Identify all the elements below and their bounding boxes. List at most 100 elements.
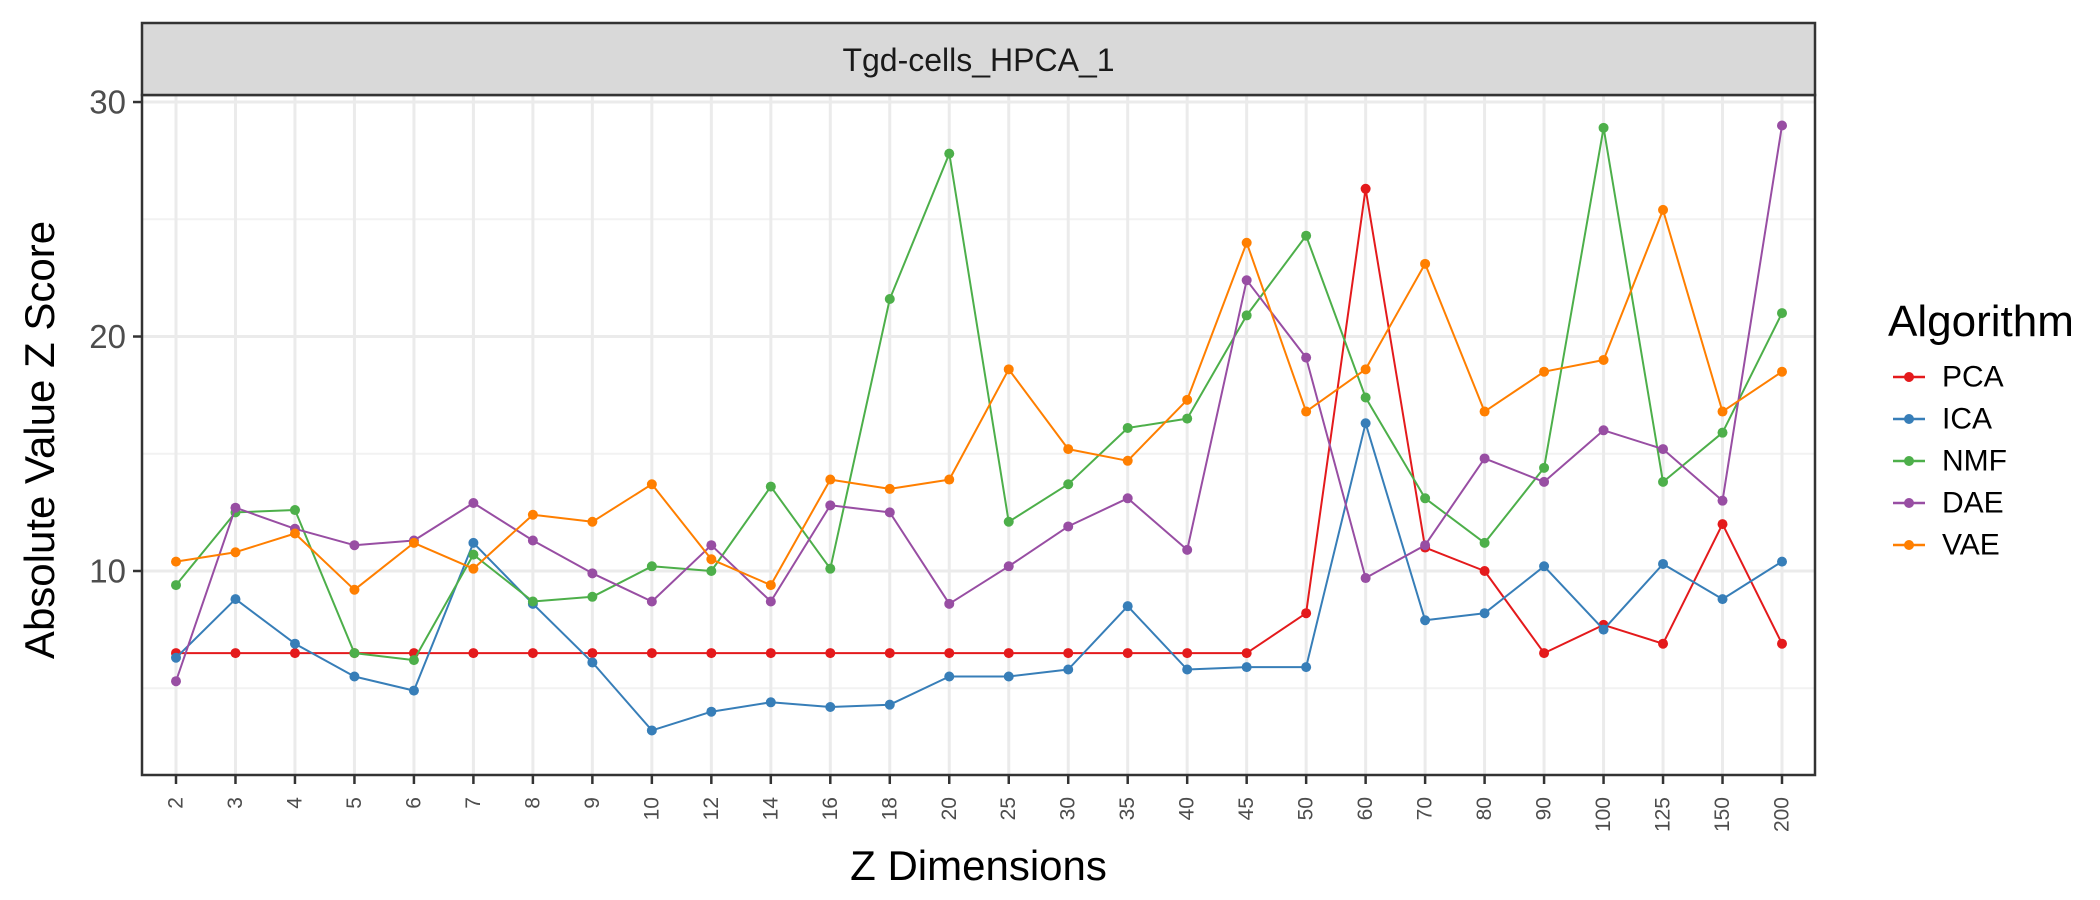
data-point-vae xyxy=(408,537,419,548)
data-point-nmf xyxy=(171,580,181,591)
data-point-vae xyxy=(230,547,241,558)
data-point-nmf xyxy=(1301,230,1312,241)
legend-item-vae: VAE xyxy=(1893,529,2000,562)
series-nmf xyxy=(171,122,1787,666)
data-point-ica xyxy=(1777,556,1787,567)
x-tick-label: 8 xyxy=(521,797,544,809)
data-point-dae xyxy=(1479,453,1490,464)
x-tick-label: 125 xyxy=(1652,797,1675,832)
legend-item-pca: PCA xyxy=(1893,361,2004,394)
data-point-pca xyxy=(765,648,776,659)
data-point-dae xyxy=(1598,425,1609,436)
data-point-ica xyxy=(1182,664,1193,675)
series-line-dae xyxy=(175,125,1783,682)
data-point-ica xyxy=(230,594,241,605)
series-line-nmf xyxy=(175,126,1783,662)
data-point-ica xyxy=(349,671,360,682)
data-point-pca xyxy=(1717,519,1728,530)
series-line-ica xyxy=(175,422,1783,732)
y-tick-label: 20 xyxy=(89,318,126,355)
data-point-ica xyxy=(171,652,181,663)
data-point-vae xyxy=(468,563,479,574)
data-point-pca xyxy=(646,648,657,659)
data-point-nmf xyxy=(944,148,955,159)
x-tick-label: 70 xyxy=(1414,797,1437,820)
data-point-nmf xyxy=(1003,516,1014,527)
data-point-ica xyxy=(884,699,895,710)
data-point-vae xyxy=(1182,394,1193,405)
legend-label: PCA xyxy=(1942,361,2004,394)
legend-key-point xyxy=(1904,540,1914,550)
data-point-pca xyxy=(1777,638,1787,649)
data-point-vae xyxy=(765,580,776,591)
data-point-pca xyxy=(1063,648,1074,659)
data-point-nmf xyxy=(1479,537,1490,548)
data-point-dae xyxy=(1539,476,1550,487)
x-tick-label: 90 xyxy=(1533,797,1556,820)
legend-label: VAE xyxy=(1942,529,2000,562)
data-point-dae xyxy=(1360,573,1371,584)
x-tick-label: 150 xyxy=(1711,797,1734,832)
x-tick-label: 40 xyxy=(1176,797,1199,820)
data-point-vae xyxy=(1777,366,1787,377)
data-point-nmf xyxy=(349,648,360,659)
data-point-dae xyxy=(1003,561,1014,572)
data-point-nmf xyxy=(646,561,657,572)
facet-strip: Tgd-cells_HPCA_1 xyxy=(140,21,1817,97)
data-point-dae xyxy=(171,676,181,687)
data-point-nmf xyxy=(1777,308,1787,319)
data-point-pca xyxy=(1122,648,1133,659)
data-point-dae xyxy=(1182,544,1193,555)
data-point-vae xyxy=(1479,406,1490,417)
data-point-pca xyxy=(527,648,538,659)
data-point-pca xyxy=(1360,183,1371,194)
facet-strip-background xyxy=(140,21,1817,97)
data-point-ica xyxy=(765,697,776,708)
y-axis-title: Absolute Value Z Score xyxy=(16,221,63,659)
data-point-dae xyxy=(349,540,360,551)
data-point-nmf xyxy=(527,596,538,607)
data-point-ica xyxy=(1658,558,1669,569)
data-point-ica xyxy=(1063,664,1074,675)
legend-label: ICA xyxy=(1942,403,1992,436)
x-tick-label: 20 xyxy=(938,797,961,820)
data-point-vae xyxy=(527,509,538,520)
data-point-nmf xyxy=(1241,310,1252,321)
x-tick-label: 18 xyxy=(878,797,901,820)
data-point-dae xyxy=(1063,521,1074,532)
data-point-ica xyxy=(468,537,479,548)
x-tick-label: 6 xyxy=(402,797,425,809)
data-point-pca xyxy=(1182,648,1193,659)
x-tick-label: 60 xyxy=(1354,797,1377,820)
x-tick-label: 2 xyxy=(165,797,188,809)
data-point-pca xyxy=(289,648,300,659)
data-point-ica xyxy=(1598,624,1609,635)
series-vae xyxy=(171,204,1787,595)
data-point-vae xyxy=(1241,237,1252,248)
data-point-vae xyxy=(289,528,300,539)
data-point-pca xyxy=(825,648,836,659)
data-point-pca xyxy=(1003,648,1014,659)
data-point-vae xyxy=(944,474,955,485)
data-point-vae xyxy=(1539,366,1550,377)
x-tick-label: 12 xyxy=(700,797,723,820)
data-point-ica xyxy=(646,725,657,736)
data-point-pca xyxy=(1241,648,1252,659)
x-tick-label: 5 xyxy=(343,797,366,809)
data-point-vae xyxy=(1122,455,1133,466)
series-pca xyxy=(171,183,1787,659)
data-point-nmf xyxy=(587,591,598,602)
data-point-dae xyxy=(1301,352,1312,363)
data-point-ica xyxy=(944,671,955,682)
data-point-vae xyxy=(1658,204,1669,215)
data-point-ica xyxy=(825,702,836,712)
legend-label: DAE xyxy=(1942,487,2004,520)
data-point-nmf xyxy=(1360,392,1371,403)
facet-title: Tgd-cells_HPCA_1 xyxy=(842,42,1114,78)
data-point-vae xyxy=(706,554,717,565)
data-point-dae xyxy=(706,540,717,551)
data-point-dae xyxy=(646,596,657,607)
data-point-dae xyxy=(1122,493,1133,504)
x-tick-label: 80 xyxy=(1473,797,1496,820)
x-tick-label: 10 xyxy=(640,797,663,820)
